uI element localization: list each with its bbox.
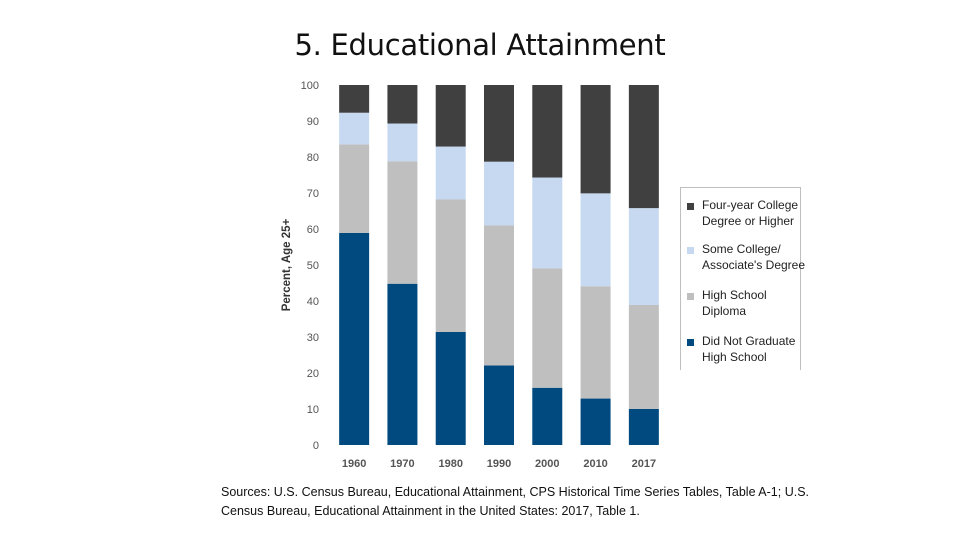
bar-segment-1970-did-not-graduate-high-school: [387, 283, 418, 445]
legend-swatch-did-not-graduate: [687, 339, 694, 346]
bar-segment-1980-four-year-college-degree-or-higher: [435, 85, 466, 147]
legend-label-did-not-graduate: Did Not Graduate High School: [702, 334, 796, 364]
page-title: 5. Educational Attainment: [294, 28, 666, 62]
bar-segment-1970-four-year-college-degree-or-higher: [387, 85, 418, 124]
bar-segment-1980-did-not-graduate-high-school: [435, 331, 466, 445]
legend-label-some-college: Some College/Associate's Degree: [702, 242, 806, 272]
legend-label-four-year-college: Four-year College Degree or Higher: [702, 198, 799, 228]
legend-swatch-some-college: [687, 247, 694, 254]
bar-segment-2000-did-not-graduate-high-school: [532, 387, 563, 445]
x-tick-label-2010: 2010: [583, 458, 607, 470]
bar-segment-2010-high-school-diploma: [580, 286, 611, 399]
bar-segment-2010-did-not-graduate-high-school: [580, 398, 611, 445]
y-tick-label-10: 10: [307, 404, 319, 416]
bar-segment-1990-some-college-associate-s-degree: [484, 161, 514, 226]
bar-segment-2017-four-year-college-degree-or-higher: [628, 85, 659, 209]
bar-segment-1960-did-not-graduate-high-school: [339, 232, 370, 445]
y-tick-label-70: 70: [307, 188, 319, 200]
bar-segment-2017-some-college-associate-s-degree: [628, 208, 659, 305]
y-tick-label-100: 100: [301, 80, 319, 92]
y-tick-label-50: 50: [307, 260, 319, 272]
x-tick-label-1980: 1980: [438, 458, 462, 470]
bar-segment-2000-some-college-associate-s-degree: [532, 177, 563, 269]
bar-segment-1970-high-school-diploma: [387, 161, 418, 284]
bar-segment-1960-high-school-diploma: [339, 144, 370, 233]
bar-segment-1960-four-year-college-degree-or-higher: [339, 85, 370, 113]
y-axis-title: Percent, Age 25+: [281, 218, 293, 311]
bar-segment-1990-did-not-graduate-high-school: [484, 365, 514, 445]
legend-swatch-four-year-college: [687, 203, 694, 210]
x-tick-label-1960: 1960: [342, 458, 366, 470]
bar-segment-1960-some-college-associate-s-degree: [339, 112, 370, 145]
bar-segment-2017-high-school-diploma: [628, 304, 659, 409]
y-tick-label-60: 60: [307, 224, 319, 236]
x-tick-label-2017: 2017: [632, 458, 656, 470]
sources-note: Sources: U.S. Census Bureau, Educational…: [221, 485, 810, 518]
legend-swatch-high-school-diploma: [687, 293, 694, 300]
x-tick-label-2000: 2000: [535, 458, 559, 470]
bar-segment-2010-some-college-associate-s-degree: [580, 193, 611, 287]
x-tick-label-1990: 1990: [487, 458, 511, 470]
y-tick-label-90: 90: [307, 116, 319, 128]
y-tick-label-80: 80: [307, 152, 319, 164]
y-tick-label-0: 0: [313, 440, 319, 452]
x-tick-label-1970: 1970: [390, 458, 414, 470]
bar-segment-2000-four-year-college-degree-or-higher: [532, 85, 563, 178]
legend-label-high-school-diploma: High School Diploma: [702, 288, 767, 318]
bar-segment-1990-four-year-college-degree-or-higher: [484, 85, 514, 162]
bar-segment-1980-some-college-associate-s-degree: [435, 146, 466, 200]
bar-segment-2017-did-not-graduate-high-school: [628, 409, 659, 445]
y-tick-label-40: 40: [307, 296, 319, 308]
bar-segment-1970-some-college-associate-s-degree: [387, 123, 418, 162]
bar-segment-2000-high-school-diploma: [532, 268, 563, 388]
y-tick-label-20: 20: [307, 368, 319, 380]
bar-segment-2010-four-year-college-degree-or-higher: [580, 85, 611, 194]
y-tick-label-30: 30: [307, 332, 319, 344]
bar-segment-1990-high-school-diploma: [484, 225, 514, 366]
chart-legend: Four-year College Degree or Higher Some C…: [680, 187, 805, 370]
bar-segment-1980-high-school-diploma: [435, 199, 466, 332]
